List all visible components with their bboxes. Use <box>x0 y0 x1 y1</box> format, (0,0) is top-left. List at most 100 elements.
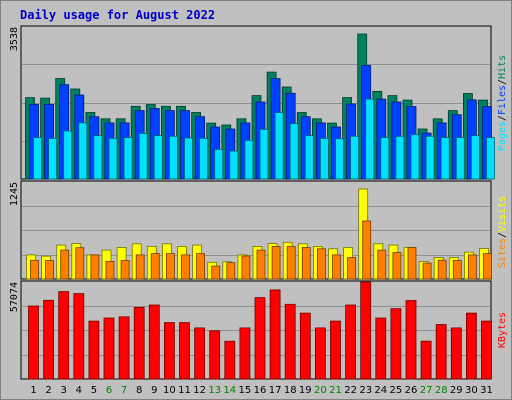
bar-pages-8 <box>138 133 148 180</box>
x-tick-label: 9 <box>151 385 157 396</box>
bar-kbytes-23 <box>360 281 372 380</box>
bar-kbytes-20 <box>314 327 326 380</box>
bar-pages-3 <box>63 130 73 180</box>
bar-pages-16 <box>259 128 269 180</box>
bar-sites-24 <box>377 249 387 280</box>
bar-kbytes-21 <box>330 320 341 380</box>
x-tick-label: 22 <box>344 385 357 396</box>
bar-sites-23 <box>362 220 372 280</box>
bar-pages-26 <box>410 134 420 180</box>
bar-pages-17 <box>274 112 284 180</box>
bar-pages-1 <box>33 137 42 180</box>
bar-sites-21 <box>332 254 341 280</box>
bar-sites-20 <box>316 248 326 280</box>
x-tick-label: 19 <box>299 385 312 396</box>
bar-sites-13 <box>211 265 221 280</box>
bar-kbytes-22 <box>345 304 357 380</box>
bar-pages-31 <box>486 137 495 180</box>
bar-pages-4 <box>78 122 88 180</box>
bar-pages-19 <box>304 135 314 180</box>
bar-pages-18 <box>289 123 299 180</box>
x-tick-label: 17 <box>269 385 282 396</box>
bar-pages-28 <box>440 137 450 180</box>
bar-kbytes-9 <box>148 304 160 380</box>
legend-entry: Files <box>497 85 508 115</box>
x-tick-label: 30 <box>465 385 478 396</box>
bar-kbytes-25 <box>390 308 402 380</box>
x-tick-label: 6 <box>106 385 112 396</box>
bar-sites-15 <box>241 255 251 280</box>
bar-pages-21 <box>335 138 344 180</box>
bar-pages-6 <box>108 137 118 180</box>
bar-sites-25 <box>392 252 402 280</box>
bar-kbytes-10 <box>163 322 175 380</box>
bar-sites-4 <box>75 247 85 280</box>
bar-kbytes-30 <box>465 312 477 380</box>
bar-pages-22 <box>350 135 360 180</box>
legend-entry: Pages <box>497 121 508 151</box>
max-value-label: 3538 <box>9 27 20 51</box>
bar-pages-29 <box>455 137 465 180</box>
bar-sites-28 <box>437 259 447 280</box>
bar-kbytes-28 <box>435 324 447 380</box>
x-tick-label: 26 <box>405 385 418 396</box>
bar-sites-30 <box>467 254 477 280</box>
bar-sites-18 <box>286 245 296 280</box>
bar-sites-6 <box>105 260 115 280</box>
x-tick-label: 1 <box>30 385 36 396</box>
legend-entry: Sites <box>497 238 508 268</box>
bar-kbytes-16 <box>254 297 266 380</box>
x-tick-label: 28 <box>435 385 448 396</box>
bar-sites-11 <box>181 254 190 280</box>
bar-pages-27 <box>425 135 435 180</box>
bar-sites-26 <box>407 247 417 280</box>
bar-pages-13 <box>214 149 224 180</box>
panel-pages-files-hits: 3538 Pages/Files/Hits <box>9 25 508 180</box>
x-tick-label: 29 <box>450 385 463 396</box>
bar-kbytes-31 <box>481 320 492 380</box>
bar-sites-31 <box>483 253 492 280</box>
legend: Pages/Files/Hits <box>497 55 508 151</box>
x-tick-label: 14 <box>223 385 236 396</box>
x-tick-label: 15 <box>239 385 252 396</box>
bar-sites-1 <box>30 259 39 280</box>
bar-kbytes-18 <box>284 303 296 380</box>
x-tick-label: 25 <box>390 385 403 396</box>
bar-sites-10 <box>165 253 175 280</box>
bar-sites-9 <box>150 253 160 280</box>
panel-sites-visits: 1245 Sites/Visits <box>9 180 508 280</box>
x-tick-label: 2 <box>45 385 51 396</box>
bar-kbytes-12 <box>194 327 206 380</box>
bar-kbytes-8 <box>133 306 145 380</box>
bar-pages-24 <box>380 137 390 180</box>
bar-sites-29 <box>452 260 462 280</box>
bar-pages-23 <box>365 98 375 180</box>
legend: KBytes <box>497 312 508 348</box>
x-tick-label: 21 <box>329 385 342 396</box>
bar-kbytes-17 <box>269 289 281 380</box>
bar-kbytes-15 <box>239 327 251 380</box>
bar-kbytes-2 <box>43 299 54 380</box>
x-tick-label: 27 <box>420 385 433 396</box>
bar-kbytes-7 <box>118 316 130 380</box>
bar-pages-7 <box>123 137 133 180</box>
bar-sites-22 <box>347 257 357 280</box>
max-value-label: 1245 <box>9 182 20 206</box>
x-tick-label: 18 <box>284 385 297 396</box>
bar-kbytes-11 <box>179 322 190 380</box>
bar-pages-11 <box>184 137 193 180</box>
x-tick-label: 16 <box>254 385 267 396</box>
bar-kbytes-24 <box>375 317 387 380</box>
bar-pages-20 <box>319 137 329 180</box>
x-axis: 1 2 3 4 5 6 7 8 9 10 11 12 13 14 15 16 17 18 19 20 21 22 23 24 2… <box>30 385 493 396</box>
bar-kbytes-1 <box>28 305 39 380</box>
x-tick-label: 3 <box>61 385 67 396</box>
legend-entry: KBytes <box>497 312 508 348</box>
max-value-label: 57074 <box>9 282 20 312</box>
bar-kbytes-26 <box>405 300 417 380</box>
bar-pages-12 <box>199 137 209 180</box>
panel-kbytes: 57074 KBytes <box>9 280 508 380</box>
bar-sites-17 <box>271 245 281 280</box>
bar-kbytes-6 <box>103 317 115 380</box>
